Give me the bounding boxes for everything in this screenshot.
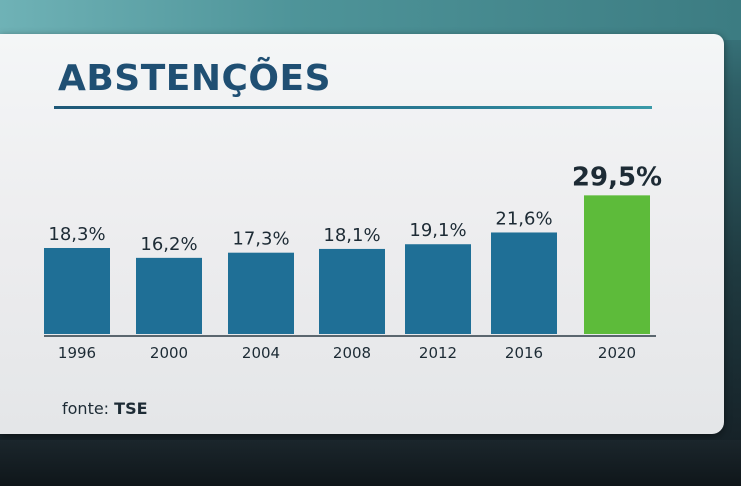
tick-label-2000: 2000 bbox=[150, 344, 188, 362]
source-value: TSE bbox=[114, 399, 148, 418]
source-note: fonte: TSE bbox=[62, 399, 148, 418]
value-label-2000: 16,2% bbox=[140, 234, 197, 255]
value-label-2004: 17,3% bbox=[232, 229, 289, 250]
value-label-2020: 29,5% bbox=[572, 162, 662, 192]
tick-label-2020: 2020 bbox=[598, 344, 636, 362]
bar-2004 bbox=[228, 252, 294, 334]
chart-title: ABSTENÇÕES bbox=[58, 58, 332, 99]
value-label-2012: 19,1% bbox=[409, 220, 466, 241]
tick-label-2012: 2012 bbox=[419, 344, 457, 362]
tick-label-2016: 2016 bbox=[505, 344, 543, 362]
value-label-2008: 18,1% bbox=[323, 225, 380, 246]
value-label-2016: 21,6% bbox=[495, 208, 552, 229]
tick-label-2004: 2004 bbox=[242, 344, 280, 362]
source-label: fonte: bbox=[62, 399, 110, 418]
bar-1996 bbox=[44, 247, 110, 334]
background-glow bbox=[0, 0, 741, 40]
chart-card: ABSTENÇÕES 18,3% 1996 16,2% 2000 17,3% 2004 18… bbox=[0, 34, 724, 434]
bar-2016 bbox=[491, 232, 557, 334]
title-underline bbox=[54, 106, 652, 109]
bar-chart: 18,3% 1996 16,2% 2000 17,3% 2004 18,1% 2008 19,1… bbox=[44, 162, 662, 362]
bar-2020 bbox=[584, 195, 650, 334]
bar-2012 bbox=[405, 244, 471, 334]
tv-bezel bbox=[0, 440, 741, 486]
tick-label-2008: 2008 bbox=[333, 344, 371, 362]
bar-2000 bbox=[136, 257, 202, 334]
bar-2008 bbox=[319, 248, 385, 334]
tick-label-1996: 1996 bbox=[58, 344, 96, 362]
value-label-1996: 18,3% bbox=[48, 224, 105, 245]
